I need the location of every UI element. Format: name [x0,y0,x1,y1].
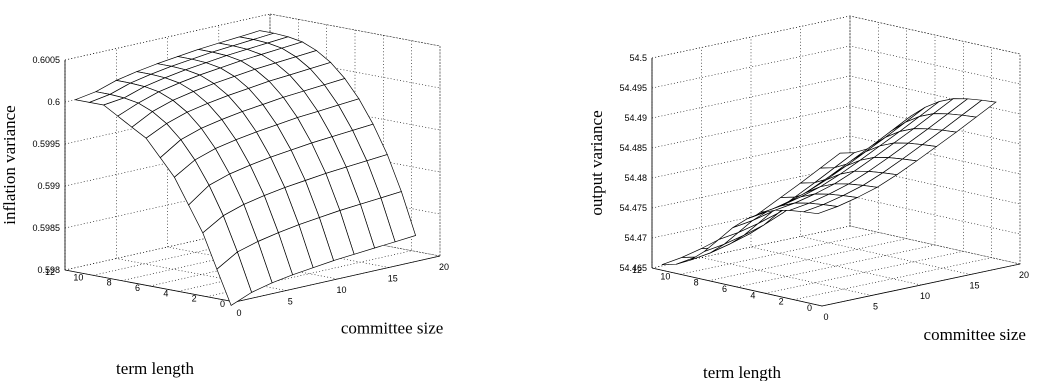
z-gridline [651,15,1021,59]
x-tick-label: 10 [920,291,930,301]
z-axis-label: output variance [587,110,606,215]
x-tick-label: 5 [288,297,293,307]
surface-patch [803,204,838,215]
inflation-variance-surface-plot: 0 5 10 15 20 0 2 4 6 8 10 120.598 0.5985 0.599 0.5995 0… [0,13,449,378]
x-gridline [651,58,823,307]
z-tick-label: 54.5 [629,53,647,63]
z-gridline [651,45,1021,89]
surface-patch [216,251,253,306]
surface-mesh [74,30,417,306]
z-tick-label: 0.598 [37,265,60,275]
axis-line [651,267,823,307]
axis-line [821,263,1021,307]
x-axis-label: committee size [924,325,1026,344]
y-tick-label: 4 [163,288,168,298]
axis-labels: committee size term length output variance [587,110,1026,381]
x-tick-label: 20 [1019,270,1029,280]
y-tick-label: 10 [73,272,83,282]
y-tick-label: 6 [135,283,140,293]
z-tick-label: 0.5995 [32,139,60,149]
y-gridline [708,28,908,281]
z-tick-label: 54.495 [619,83,647,93]
y-tick-label: 12 [632,265,642,275]
y-gridline [793,47,993,300]
z-tick-label: 54.485 [619,143,647,153]
tick-labels: 0510152002468101254.46554.4754.47554.485… [619,53,1029,322]
output-variance-surface-plot: 0510152002468101254.46554.4754.47554.485… [587,15,1029,381]
x-gridline [701,47,872,296]
axes-box [651,15,1021,307]
x-gridline [750,37,922,286]
box-edge [849,15,1021,55]
z-tick-label: 0.6005 [32,55,60,65]
z-tick-label: 54.48 [624,173,647,183]
z-tick-label: 54.47 [624,233,647,243]
axis-line [64,269,236,303]
x-tick-label: 10 [336,285,346,295]
y-axis-label: term length [116,359,194,378]
y-tick-label: 2 [192,294,197,304]
y-tick-label: 2 [779,297,784,307]
x-tick-label: 15 [388,274,398,284]
z-axis-label: inflation variance [0,105,19,224]
z-tick-label: 0.6 [47,97,60,107]
box-edge [269,13,441,47]
axis-labels: committee size term length inflation varia… [0,105,443,378]
z-tick-label: 0.599 [37,181,60,191]
y-axis-label: term length [703,363,781,381]
z-gridline [651,75,1021,119]
z-tick-label: 54.475 [619,203,647,213]
y-tick-label: 4 [750,290,755,300]
y-tick-label: 8 [694,278,699,288]
x-gridline [800,26,971,275]
x-tick-label: 15 [969,281,979,291]
z-gridline [651,105,1021,149]
y-tick-label: 10 [660,271,670,281]
axis-line [234,255,441,303]
y-gridline [680,22,879,275]
x-tick-label: 20 [439,262,449,272]
x-tick-label: 5 [873,302,878,312]
z-tick-label: 54.49 [624,113,647,123]
x-tick-label: 0 [236,308,241,318]
z-tick-label: 0.5985 [32,223,60,233]
y-tick-label: 0 [220,299,225,309]
tick-labels: 0 5 10 15 20 0 2 4 6 8 10 120.598 0.5985 0.599 0.5995 0… [32,55,449,318]
surface-mesh [661,98,997,266]
axes-box [64,13,441,303]
z-tick-label: 54.465 [619,263,647,273]
y-tick-label: 8 [107,278,112,288]
y-tick-label: 0 [807,303,812,313]
x-axis-label: committee size [341,318,443,337]
y-tick-label: 12 [45,267,55,277]
x-tick-label: 0 [823,312,828,322]
y-tick-label: 6 [722,284,727,294]
